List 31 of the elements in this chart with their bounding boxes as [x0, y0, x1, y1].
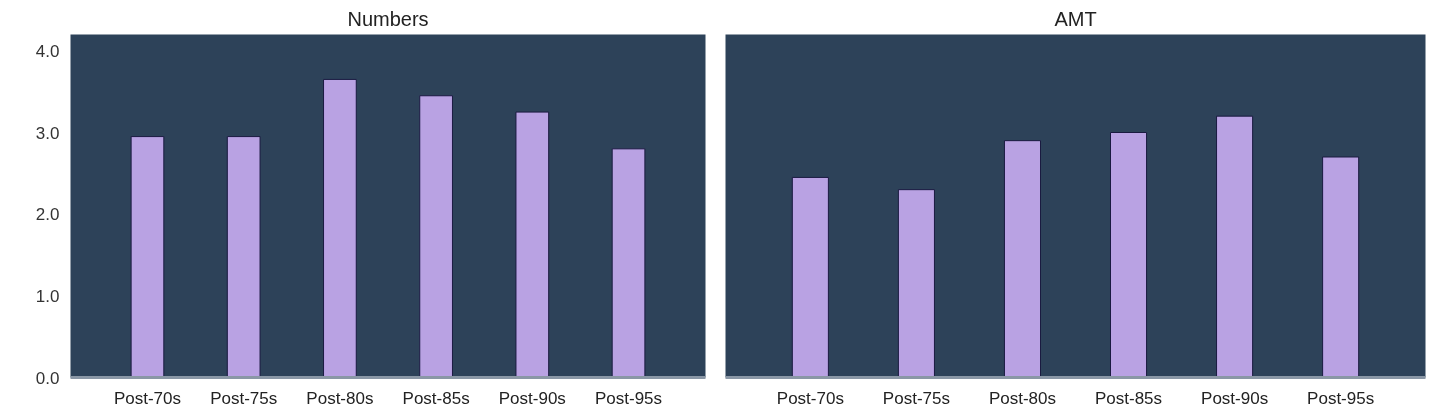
y-tick-label: 2.0 — [35, 205, 60, 225]
x-tick-label: Post-90s — [498, 388, 566, 408]
x-tick-label: Post-90s — [1201, 388, 1269, 408]
x-tick-label: Post-75s — [210, 388, 278, 408]
y-tick-label: 0.0 — [35, 368, 60, 388]
bar — [1110, 132, 1148, 378]
x-tick-label: Post-85s — [402, 388, 470, 408]
bar — [791, 176, 829, 378]
x-tick-label: Post-80s — [306, 388, 374, 408]
x-tick-label: Post-75s — [882, 388, 950, 408]
y-tick-label: 3.0 — [35, 123, 60, 143]
bar — [226, 136, 261, 378]
bar — [1216, 115, 1254, 378]
bar — [897, 189, 935, 378]
bar — [1003, 140, 1041, 378]
x-tick-label: Post-70s — [776, 388, 844, 408]
x-tick-label: Post-95s — [1307, 388, 1375, 408]
bar — [1322, 156, 1360, 378]
chart-title: Numbers — [347, 7, 429, 30]
y-tick-label: 1.0 — [35, 286, 60, 306]
x-tick-label: Post-80s — [988, 388, 1057, 408]
chart-title: AMT — [1054, 7, 1097, 30]
y-tick-label: 4.0 — [35, 41, 60, 61]
bar — [611, 148, 646, 378]
x-tick-label: Post-85s — [1094, 388, 1163, 408]
x-tick-label: Post-95s — [594, 388, 663, 408]
bar — [515, 111, 550, 378]
bar — [419, 95, 453, 378]
x-tick-label: Post-70s — [113, 388, 182, 408]
bar — [130, 136, 165, 378]
bar — [323, 78, 357, 378]
